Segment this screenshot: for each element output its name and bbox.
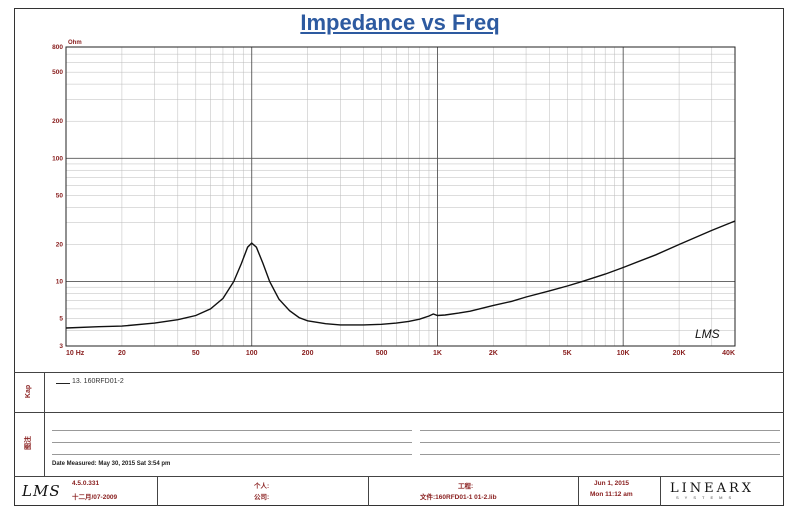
series-line-impedance: [65, 220, 736, 329]
y-tick-label: 50: [56, 192, 64, 199]
y-tick-label: 500: [52, 69, 63, 76]
file-label: 文件:160RFD01-1 01-2.lib: [420, 494, 497, 501]
y-tick-labels: 3 5 10 20 50 100 200 500 800: [52, 44, 63, 350]
x-tick-label: 200: [302, 350, 314, 357]
grid-minor: [66, 46, 736, 347]
lms-logo: LMS: [22, 482, 61, 500]
footer-divider-2: [368, 476, 369, 506]
chart-title: Impedance vs Freq: [300, 10, 500, 35]
y-tick-label: 800: [52, 44, 63, 51]
y-tick-label: 10: [56, 279, 64, 286]
footer-top: [14, 476, 784, 477]
footer-date: Jun 1, 2015: [594, 480, 630, 487]
software-version: 4.5.0.331: [72, 480, 100, 487]
y-tick-label: 100: [52, 155, 63, 162]
notes-line-2: [52, 442, 412, 443]
person-label: 个人:: [254, 483, 270, 490]
notes-side-label: 图注: [25, 436, 32, 450]
y-tick-label: 3: [59, 343, 63, 350]
x-tick-labels: 10 Hz 20 50 100 200 500 1K 2K 5K 10K 20K 40K: [66, 350, 735, 357]
page-frame: [14, 8, 784, 506]
notes-line-3: [52, 454, 412, 455]
plot-border: [65, 46, 736, 347]
footer-divider-1: [157, 476, 158, 506]
side-label-divider: [44, 372, 45, 476]
notes-line-1: [52, 430, 412, 431]
x-tick-label: 50: [192, 350, 200, 357]
y-tick-label: 200: [52, 118, 63, 125]
linearx-logo-sub: SYSTEMS: [676, 495, 738, 500]
lms-watermark: LMS: [695, 327, 720, 341]
legend-swatch: [56, 383, 70, 384]
footer-divider-4: [660, 476, 661, 506]
company-label: 公司:: [254, 494, 270, 501]
x-tick-label: 100: [246, 350, 258, 357]
notes-line-5: [420, 442, 780, 443]
x-tick-label: 40K: [722, 350, 735, 357]
x-tick-label: 10 Hz: [66, 350, 85, 357]
x-tick-label: 20K: [673, 350, 686, 357]
legend-panel-top: [14, 372, 784, 373]
y-tick-label: 20: [56, 241, 64, 248]
legend-side-label: Kap: [25, 384, 33, 399]
project-label: 工程:: [458, 483, 474, 490]
x-tick-label: 5K: [563, 350, 572, 357]
x-tick-label: 20: [118, 350, 126, 357]
linearx-logo: LINEARX: [670, 481, 755, 496]
legend-label: 13. 160RFD01-2: [72, 378, 124, 385]
y-unit-label: Ohm: [68, 40, 82, 46]
x-tick-label: 2K: [489, 350, 498, 357]
notes-line-6: [420, 454, 780, 455]
y-tick-label: 5: [59, 316, 63, 323]
footer-time: Mon 11:12 am: [590, 491, 633, 498]
software-version-date: 十二月/07-2009: [72, 494, 118, 501]
impedance-chart: 10 Hz 20 50 100 200 500 1K 2K 5K 10K 20K 40K 3 5 10 20…: [52, 40, 736, 357]
notes-panel-top: [14, 412, 784, 413]
grid-major: [65, 47, 735, 346]
x-tick-label: 500: [376, 350, 388, 357]
date-measured: Date Measured: May 30, 2015 Sat 3:54 pm: [52, 461, 171, 467]
footer-divider-3: [578, 476, 579, 506]
x-tick-label: 1K: [433, 350, 442, 357]
x-tick-label: 10K: [617, 350, 630, 357]
notes-line-4: [420, 430, 780, 431]
